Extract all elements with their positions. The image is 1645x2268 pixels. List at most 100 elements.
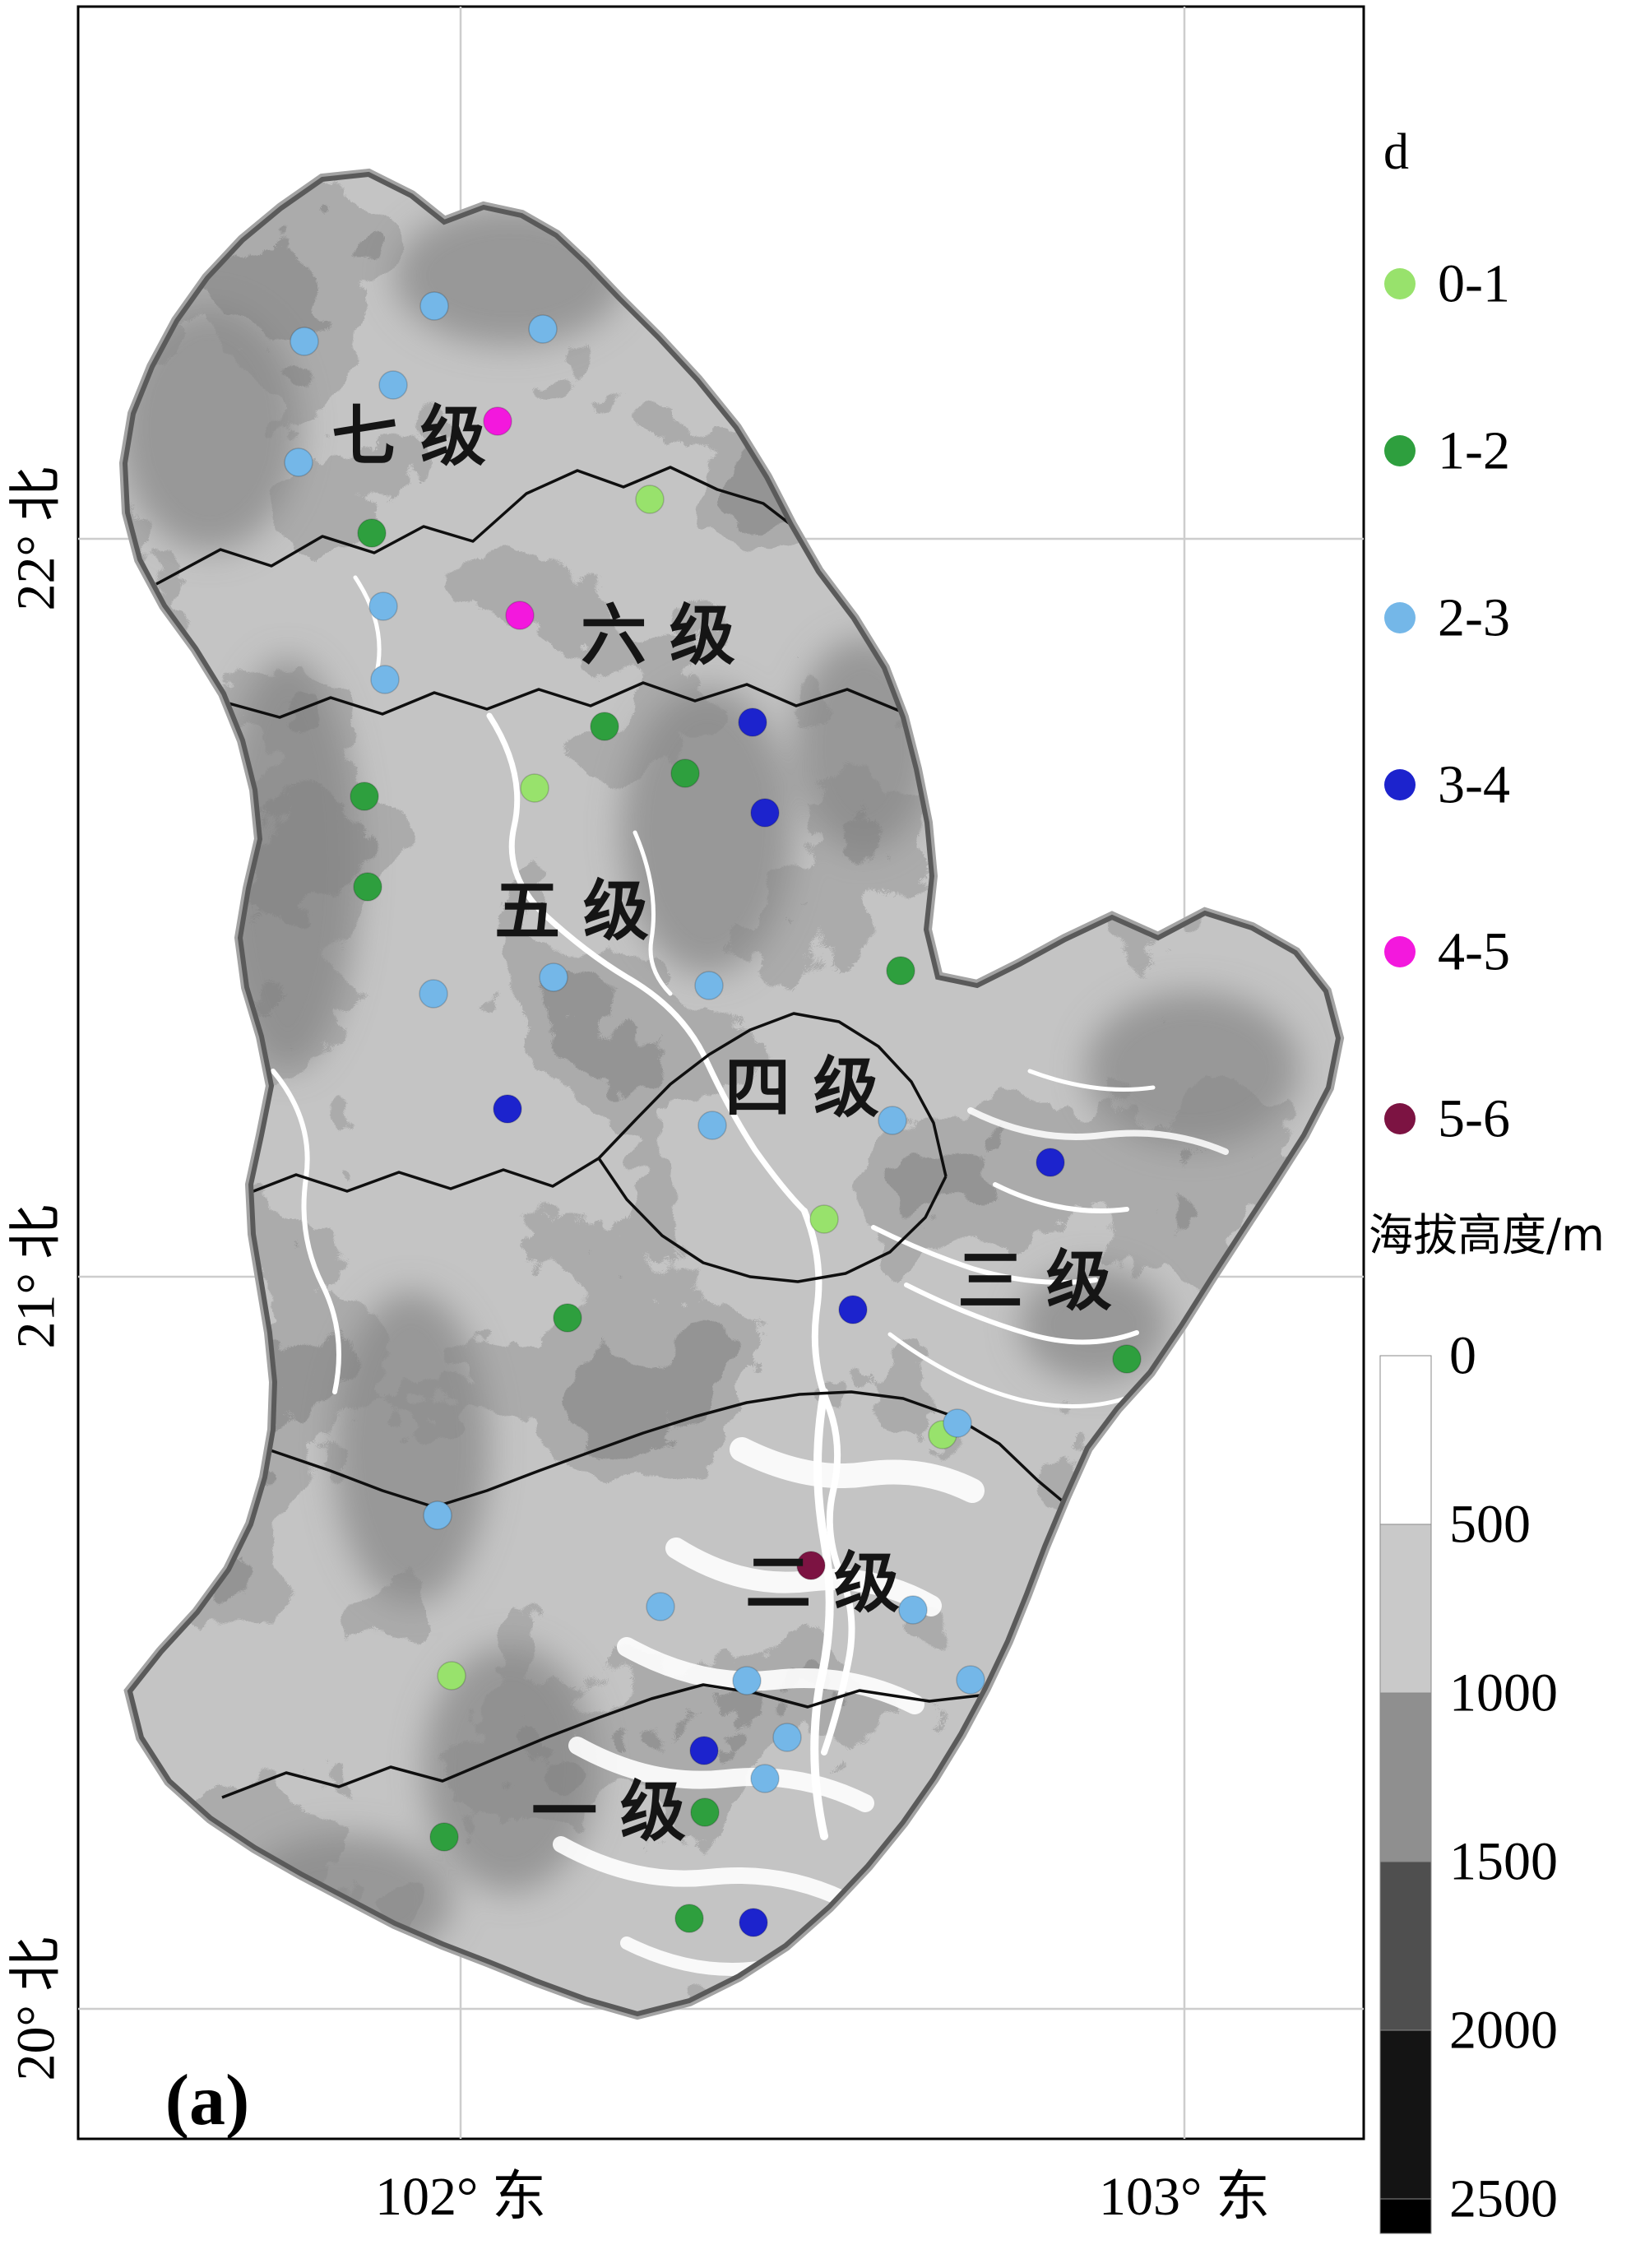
data-point	[1112, 1344, 1142, 1374]
elevation-tick-label: 1000	[1449, 1663, 1558, 1723]
river-line	[486, 712, 808, 1214]
river-line	[871, 1225, 1098, 1285]
river-line	[904, 1282, 1139, 1345]
data-point	[353, 872, 382, 902]
region-label: 二 级	[745, 1545, 900, 1621]
river-line	[620, 1936, 765, 1976]
data-point	[350, 782, 379, 811]
point-legend-title: d	[1383, 124, 1409, 180]
data-point	[674, 1904, 704, 1933]
data-point	[437, 1661, 466, 1691]
data-point	[796, 1551, 826, 1580]
data-point	[886, 956, 915, 986]
river-line	[617, 1637, 924, 1714]
data-point	[1036, 1148, 1065, 1177]
data-point	[419, 979, 448, 1009]
legend-item-label: 0-1	[1438, 254, 1510, 314]
elevation-tick-label: 500	[1449, 1495, 1531, 1555]
region-label: 五 级	[494, 873, 649, 949]
data-point	[750, 798, 780, 828]
region-label: 七 级	[331, 398, 486, 475]
data-point	[423, 1500, 452, 1530]
region-label: 六 级	[581, 597, 735, 674]
subbasin-boundary	[221, 1683, 988, 1799]
subbasin-boundary	[155, 466, 849, 586]
y-tick-label: 22° 北	[7, 467, 67, 611]
x-axis: 102° 东 103° 东	[375, 2167, 1270, 2227]
data-point	[429, 1822, 459, 1852]
data-point	[689, 1736, 719, 1765]
elevation-tick-label: 2000	[1449, 2001, 1558, 2061]
elevation-swatch	[1379, 2029, 1432, 2200]
data-point	[732, 1666, 762, 1695]
data-point	[284, 448, 313, 477]
river-line	[271, 1069, 341, 1394]
legend-swatch	[1384, 268, 1416, 299]
panel-label: (a)	[165, 2061, 250, 2140]
river-line	[887, 1332, 1128, 1408]
subbasin-boundary	[597, 1157, 948, 1283]
data-point	[539, 962, 568, 992]
data-point	[505, 601, 535, 630]
legend-item-label: 4-5	[1438, 922, 1510, 982]
river-line	[967, 1107, 1229, 1155]
data-point	[943, 1408, 972, 1438]
data-point	[378, 370, 408, 400]
data-point	[739, 1908, 768, 1937]
region-labels: 七 级六 级五 级四 级三 级二 级一 级	[331, 398, 1112, 1850]
data-point	[590, 712, 619, 741]
data-point	[750, 1764, 780, 1793]
rivers	[271, 575, 1229, 1976]
data-point	[878, 1106, 907, 1135]
legend-swatch	[1384, 602, 1416, 633]
elevation-swatch	[1379, 1524, 1432, 1694]
data-points	[284, 291, 1142, 1937]
subbasin-boundary	[213, 681, 922, 721]
y-axis: 22° 北 21° 北 20° 北	[7, 467, 67, 2081]
elevation-legend: 0 500 1000 1500 2000 2500	[1379, 1326, 1558, 2234]
elevation-legend-title: 海拔高度/m	[1369, 1209, 1605, 1261]
legend-swatch	[1384, 435, 1416, 466]
river-line	[810, 1388, 834, 1840]
data-point	[697, 1111, 727, 1140]
data-point	[290, 327, 319, 356]
data-point	[370, 665, 400, 694]
elevation-swatch	[1379, 1692, 1432, 1862]
data-point	[898, 1595, 928, 1625]
data-point	[838, 1295, 868, 1324]
river-line	[665, 1538, 942, 1616]
data-point	[419, 291, 449, 321]
data-point	[772, 1723, 802, 1752]
elevation-swatch	[1379, 1355, 1432, 1525]
elevation-swatch	[1379, 1861, 1432, 2031]
river-line	[553, 1836, 857, 1910]
data-point	[694, 971, 724, 1000]
data-point	[809, 1204, 839, 1234]
data-point	[520, 773, 549, 803]
region-label: 一 级	[531, 1774, 686, 1850]
data-point	[553, 1303, 582, 1333]
data-point	[690, 1797, 720, 1827]
y-tick-label: 20° 北	[7, 1937, 67, 2081]
data-point	[528, 314, 558, 344]
river-line	[568, 1737, 874, 1812]
elevation-tick-label: 1500	[1449, 1832, 1558, 1892]
region-label: 四 级	[725, 1050, 879, 1126]
point-legend: 0-1 1-2 2-3 3-4 4-5 5-6	[1384, 254, 1510, 1149]
legend-swatch	[1384, 769, 1416, 800]
data-point	[635, 485, 665, 514]
river-line	[993, 1182, 1129, 1213]
elevation-tick-label: 0	[1449, 1326, 1476, 1386]
river-line	[1027, 1069, 1156, 1092]
elevation-swatch	[1379, 2198, 1432, 2234]
legend-swatch	[1384, 936, 1416, 967]
river-line	[730, 1437, 985, 1503]
elevation-tick-label: 2500	[1449, 2169, 1558, 2229]
legend-item-label: 2-3	[1438, 588, 1510, 648]
legend-item-label: 5-6	[1438, 1089, 1510, 1149]
x-tick-label: 103° 东	[1099, 2167, 1270, 2227]
data-point	[738, 707, 767, 737]
data-point	[493, 1094, 522, 1124]
